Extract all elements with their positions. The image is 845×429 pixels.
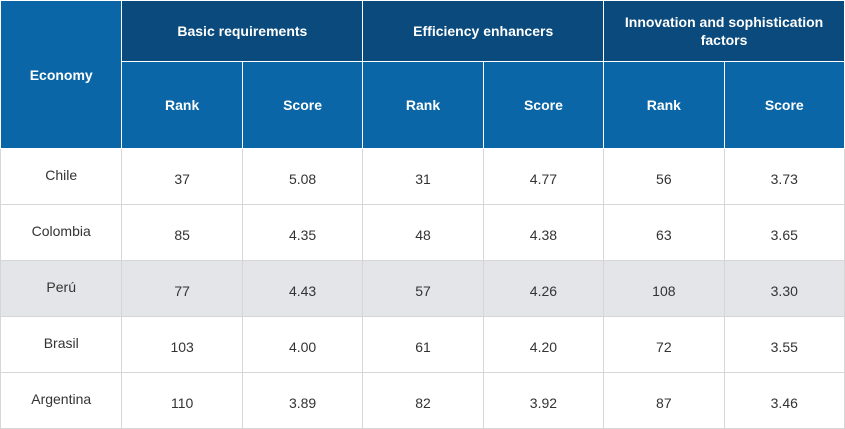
sub-header-row: Rank Score Rank Score Rank Score [1,61,845,149]
value-cell: 3.46 [723,372,845,429]
value-cell: 4.20 [482,316,605,373]
rank-header: Rank [121,61,243,149]
value-cell: 3.92 [482,372,605,429]
value-cell: 57 [362,260,484,317]
value-cell: 3.55 [723,316,845,373]
value-cell: 56 [603,148,725,205]
value-cell: 4.00 [241,316,364,373]
value-cell: 4.77 [482,148,605,205]
value-cell: 5.08 [241,148,364,205]
value-cell: 31 [362,148,484,205]
table-row: Brasil 103 4.00 61 4.20 72 3.55 [0,316,845,373]
value-cell: 3.30 [723,260,845,317]
value-cell: 103 [121,316,243,373]
table-row: Argentina 110 3.89 82 3.92 87 3.46 [0,372,845,429]
economy-cell: Argentina [0,372,123,429]
value-cell: 4.26 [482,260,605,317]
value-cell: 72 [603,316,725,373]
economy-cell: Brasil [0,316,123,373]
value-cell: 3.65 [723,204,845,261]
value-cell: 63 [603,204,725,261]
group-header-row: Economy Basic requirements Efficiency en… [0,0,845,149]
table-row: Chile 37 5.08 31 4.77 56 3.73 [0,148,845,205]
value-cell: 77 [121,260,243,317]
value-cell: 37 [121,148,243,205]
table-row: Colombia 85 4.35 48 4.38 63 3.65 [0,204,845,261]
value-cell: 4.38 [482,204,605,261]
group-header-basic-requirements: Basic requirements [121,0,364,62]
economy-header: Economy [0,0,123,149]
value-cell: 4.43 [241,260,364,317]
group-header-innovation-factors: Innovation and sophistication factors [603,0,845,62]
group-header-efficiency-enhancers: Efficiency enhancers [362,0,605,62]
score-header: Score [723,61,845,149]
score-header: Score [241,61,364,149]
value-cell: 48 [362,204,484,261]
rank-header: Rank [362,61,484,149]
economy-cell: Colombia [0,204,123,261]
value-cell: 3.73 [723,148,845,205]
table-row: Perú 77 4.43 57 4.26 108 3.30 [0,260,845,317]
value-cell: 82 [362,372,484,429]
value-cell: 61 [362,316,484,373]
value-cell: 108 [603,260,725,317]
economy-cell: Perú [0,260,123,317]
rank-header: Rank [603,61,725,149]
value-cell: 4.35 [241,204,364,261]
value-cell: 85 [121,204,243,261]
value-cell: 87 [603,372,725,429]
value-cell: 110 [121,372,243,429]
score-header: Score [482,61,605,149]
economy-cell: Chile [0,148,123,205]
value-cell: 3.89 [241,372,364,429]
